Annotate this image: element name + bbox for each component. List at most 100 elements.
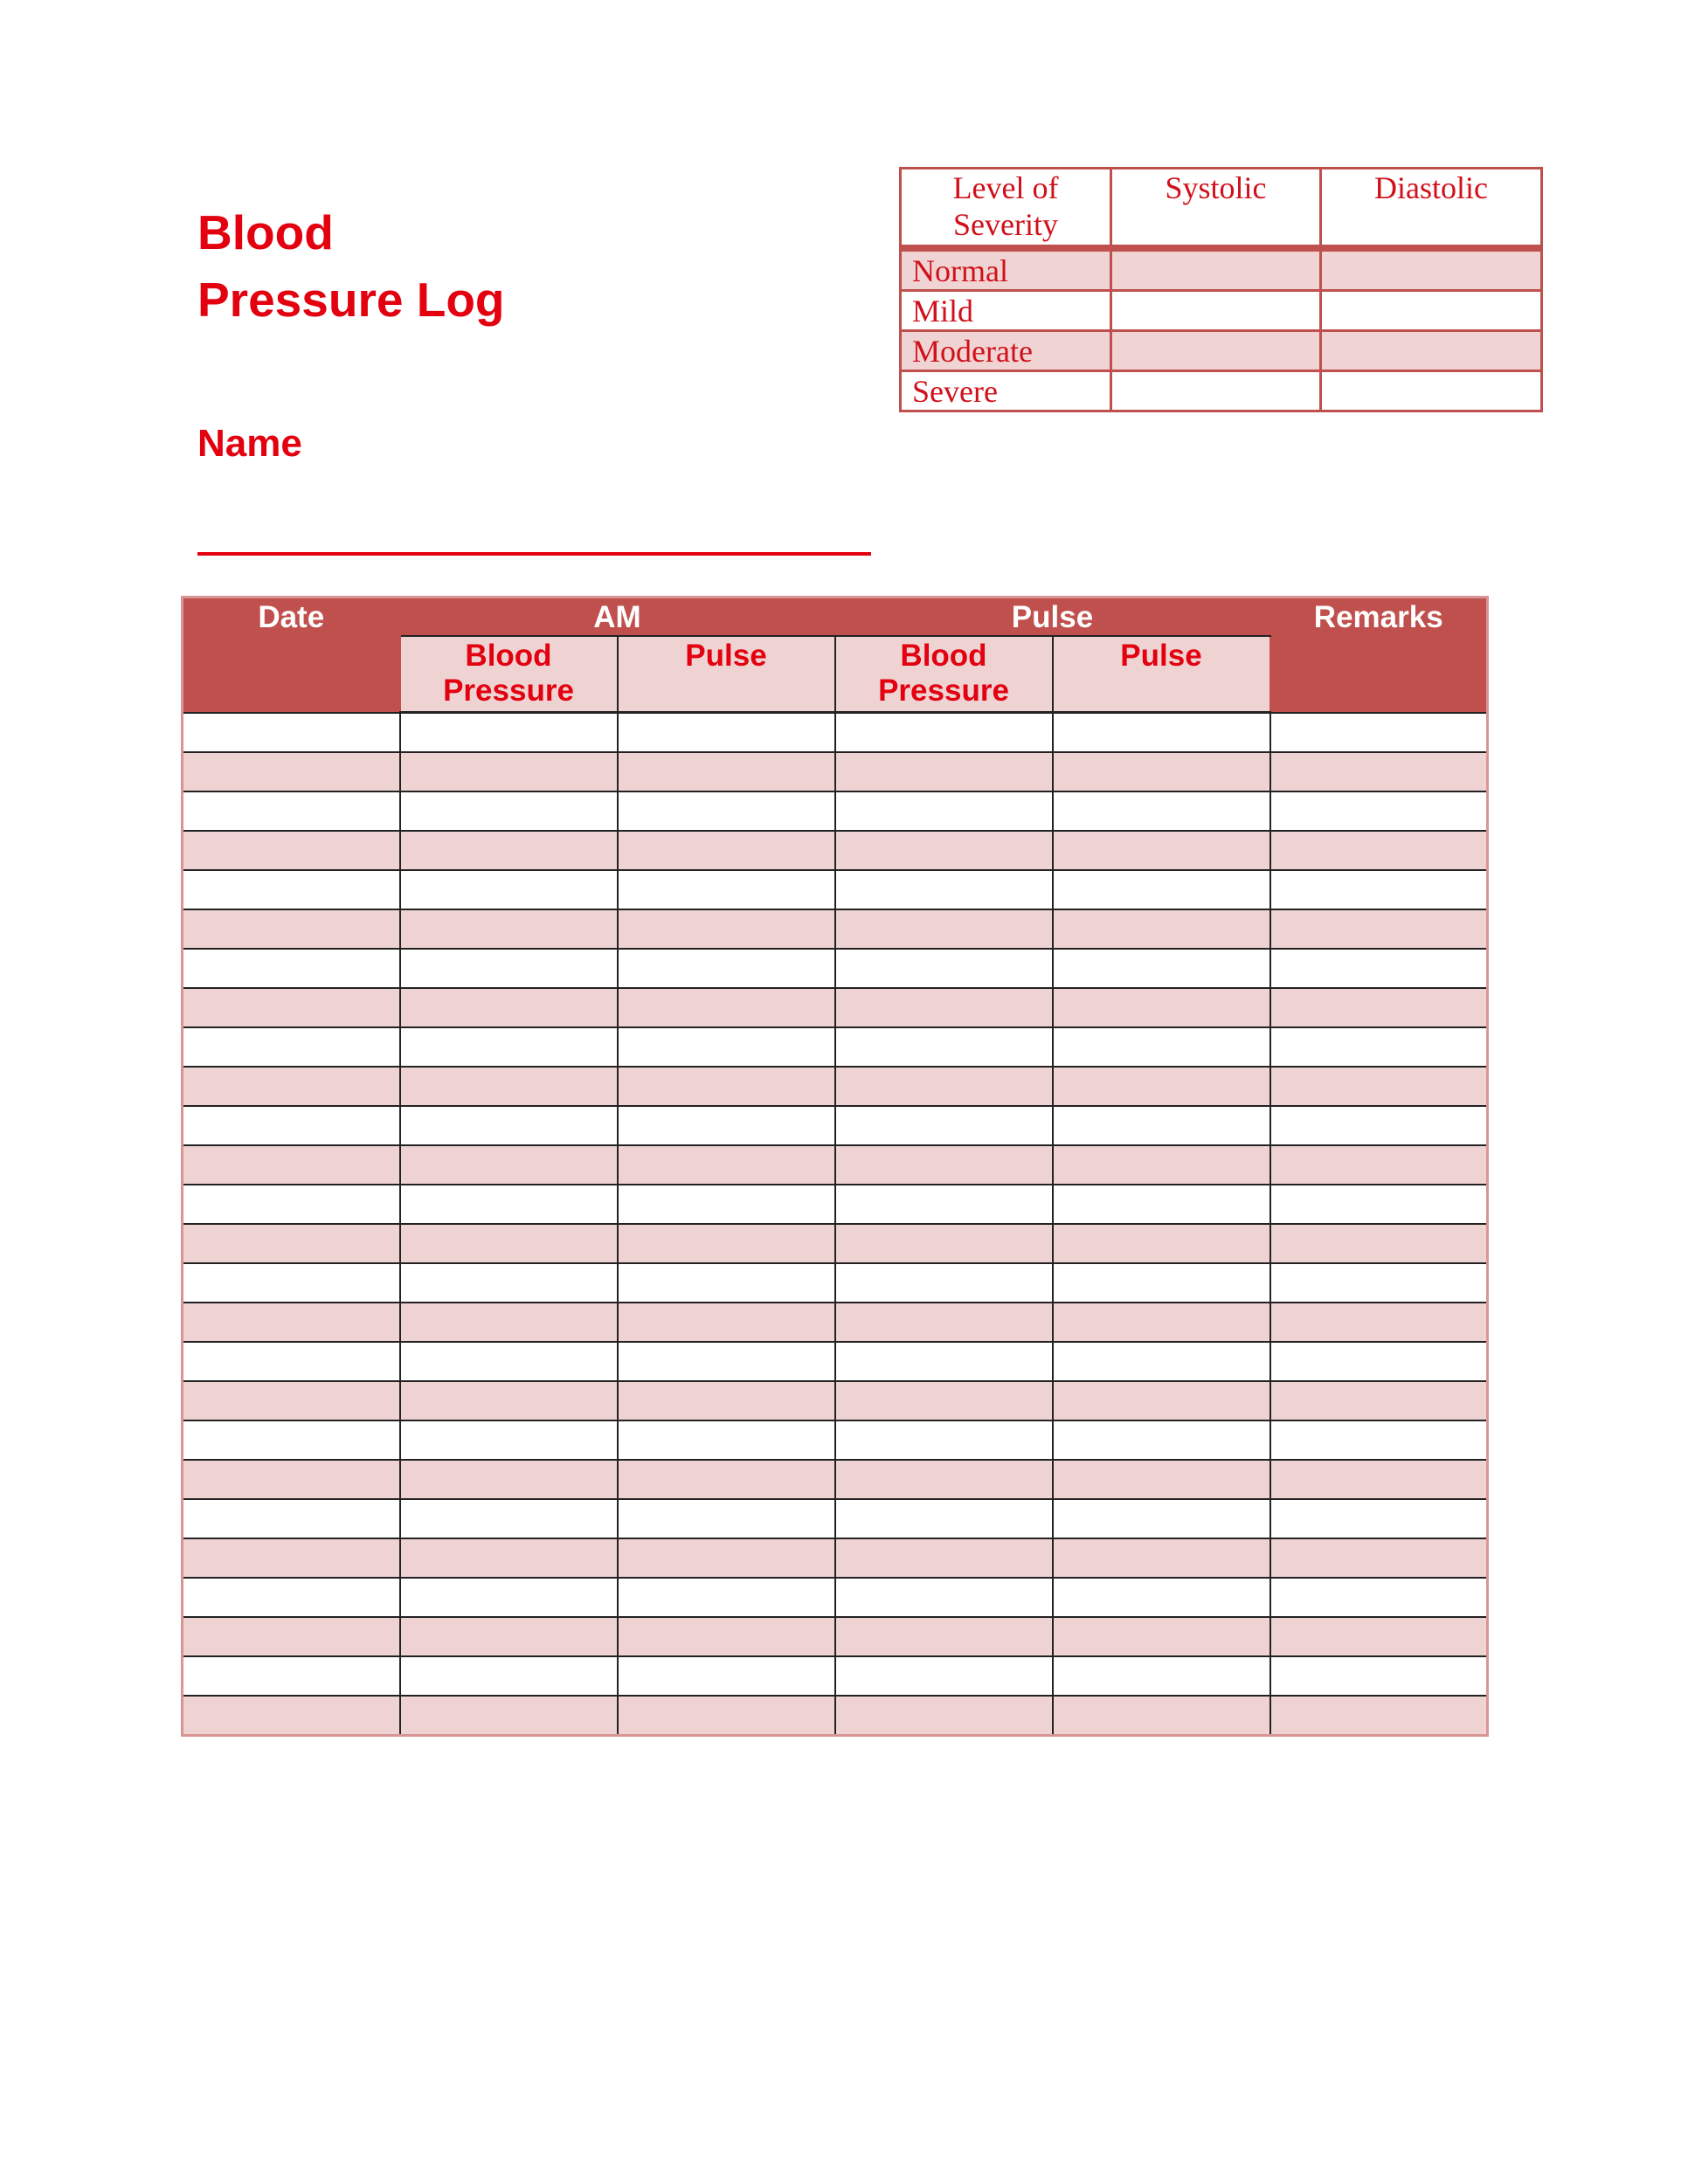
am-pulse-cell[interactable] xyxy=(616,1380,836,1421)
remarks-cell[interactable] xyxy=(1269,1459,1489,1500)
remarks-cell[interactable] xyxy=(1269,1223,1489,1264)
am-pulse-cell[interactable] xyxy=(616,1341,836,1382)
am-blood-pressure-cell[interactable] xyxy=(398,1420,619,1461)
am-pulse-cell[interactable] xyxy=(616,1498,836,1539)
diastolic-cell[interactable] xyxy=(1319,246,1543,292)
date-cell[interactable] xyxy=(181,1420,401,1461)
am-pulse-cell[interactable] xyxy=(616,1420,836,1461)
date-cell[interactable] xyxy=(181,711,401,753)
remarks-cell[interactable] xyxy=(1269,869,1489,910)
pm-blood-pressure-cell[interactable] xyxy=(834,1695,1054,1737)
date-cell[interactable] xyxy=(181,1380,401,1421)
pm-pulse-cell[interactable] xyxy=(1051,830,1271,871)
am-blood-pressure-cell[interactable] xyxy=(398,1538,619,1579)
pm-blood-pressure-cell[interactable] xyxy=(834,869,1054,910)
remarks-cell[interactable] xyxy=(1269,1144,1489,1185)
date-cell[interactable] xyxy=(181,1341,401,1382)
remarks-cell[interactable] xyxy=(1269,1498,1489,1539)
pm-pulse-cell[interactable] xyxy=(1051,1066,1271,1107)
am-blood-pressure-cell[interactable] xyxy=(398,1302,619,1343)
am-pulse-cell[interactable] xyxy=(616,1459,836,1500)
systolic-cell[interactable] xyxy=(1110,370,1322,412)
am-blood-pressure-cell[interactable] xyxy=(398,1341,619,1382)
am-blood-pressure-cell[interactable] xyxy=(398,1655,619,1697)
remarks-cell[interactable] xyxy=(1269,1066,1489,1107)
am-blood-pressure-cell[interactable] xyxy=(398,751,619,792)
remarks-cell[interactable] xyxy=(1269,1380,1489,1421)
pm-blood-pressure-cell[interactable] xyxy=(834,987,1054,1028)
am-blood-pressure-cell[interactable] xyxy=(398,948,619,989)
pm-blood-pressure-cell[interactable] xyxy=(834,909,1054,950)
am-blood-pressure-cell[interactable] xyxy=(398,1577,619,1618)
date-cell[interactable] xyxy=(181,1655,401,1697)
am-blood-pressure-cell[interactable] xyxy=(398,1223,619,1264)
am-blood-pressure-cell[interactable] xyxy=(398,1498,619,1539)
date-cell[interactable] xyxy=(181,1616,401,1657)
am-pulse-cell[interactable] xyxy=(616,1538,836,1579)
am-pulse-cell[interactable] xyxy=(616,751,836,792)
pm-pulse-cell[interactable] xyxy=(1051,751,1271,792)
pm-blood-pressure-cell[interactable] xyxy=(834,1538,1054,1579)
am-blood-pressure-cell[interactable] xyxy=(398,1144,619,1185)
remarks-cell[interactable] xyxy=(1269,909,1489,950)
pm-pulse-cell[interactable] xyxy=(1051,1498,1271,1539)
pm-blood-pressure-cell[interactable] xyxy=(834,1459,1054,1500)
pm-blood-pressure-cell[interactable] xyxy=(834,1184,1054,1225)
pm-blood-pressure-cell[interactable] xyxy=(834,830,1054,871)
pm-pulse-cell[interactable] xyxy=(1051,948,1271,989)
remarks-cell[interactable] xyxy=(1269,948,1489,989)
date-cell[interactable] xyxy=(181,1144,401,1185)
date-cell[interactable] xyxy=(181,1223,401,1264)
am-blood-pressure-cell[interactable] xyxy=(398,869,619,910)
remarks-cell[interactable] xyxy=(1269,1616,1489,1657)
pm-pulse-cell[interactable] xyxy=(1051,1302,1271,1343)
am-pulse-cell[interactable] xyxy=(616,791,836,832)
date-cell[interactable] xyxy=(181,1302,401,1343)
pm-blood-pressure-cell[interactable] xyxy=(834,1262,1054,1303)
diastolic-cell[interactable] xyxy=(1319,289,1543,332)
pm-pulse-cell[interactable] xyxy=(1051,1459,1271,1500)
pm-blood-pressure-cell[interactable] xyxy=(834,711,1054,753)
remarks-cell[interactable] xyxy=(1269,711,1489,753)
am-pulse-cell[interactable] xyxy=(616,1655,836,1697)
date-cell[interactable] xyxy=(181,1695,401,1737)
date-cell[interactable] xyxy=(181,1459,401,1500)
am-pulse-cell[interactable] xyxy=(616,1577,836,1618)
remarks-cell[interactable] xyxy=(1269,751,1489,792)
diastolic-cell[interactable] xyxy=(1319,329,1543,372)
pm-blood-pressure-cell[interactable] xyxy=(834,1302,1054,1343)
date-cell[interactable] xyxy=(181,869,401,910)
am-blood-pressure-cell[interactable] xyxy=(398,1066,619,1107)
am-blood-pressure-cell[interactable] xyxy=(398,791,619,832)
am-pulse-cell[interactable] xyxy=(616,869,836,910)
am-blood-pressure-cell[interactable] xyxy=(398,1184,619,1225)
date-cell[interactable] xyxy=(181,791,401,832)
pm-pulse-cell[interactable] xyxy=(1051,1105,1271,1146)
am-blood-pressure-cell[interactable] xyxy=(398,830,619,871)
pm-pulse-cell[interactable] xyxy=(1051,1026,1271,1068)
pm-pulse-cell[interactable] xyxy=(1051,1577,1271,1618)
date-cell[interactable] xyxy=(181,909,401,950)
pm-blood-pressure-cell[interactable] xyxy=(834,1105,1054,1146)
pm-blood-pressure-cell[interactable] xyxy=(834,1420,1054,1461)
am-pulse-cell[interactable] xyxy=(616,1302,836,1343)
pm-blood-pressure-cell[interactable] xyxy=(834,1341,1054,1382)
date-cell[interactable] xyxy=(181,1498,401,1539)
am-blood-pressure-cell[interactable] xyxy=(398,1262,619,1303)
am-blood-pressure-cell[interactable] xyxy=(398,1695,619,1737)
pm-pulse-cell[interactable] xyxy=(1051,987,1271,1028)
am-blood-pressure-cell[interactable] xyxy=(398,987,619,1028)
pm-pulse-cell[interactable] xyxy=(1051,1380,1271,1421)
remarks-cell[interactable] xyxy=(1269,1655,1489,1697)
pm-blood-pressure-cell[interactable] xyxy=(834,1655,1054,1697)
date-cell[interactable] xyxy=(181,987,401,1028)
remarks-cell[interactable] xyxy=(1269,1302,1489,1343)
date-cell[interactable] xyxy=(181,1066,401,1107)
am-blood-pressure-cell[interactable] xyxy=(398,711,619,753)
date-cell[interactable] xyxy=(181,1105,401,1146)
pm-blood-pressure-cell[interactable] xyxy=(834,948,1054,989)
pm-pulse-cell[interactable] xyxy=(1051,1695,1271,1737)
am-blood-pressure-cell[interactable] xyxy=(398,1616,619,1657)
am-pulse-cell[interactable] xyxy=(616,711,836,753)
pm-pulse-cell[interactable] xyxy=(1051,1144,1271,1185)
